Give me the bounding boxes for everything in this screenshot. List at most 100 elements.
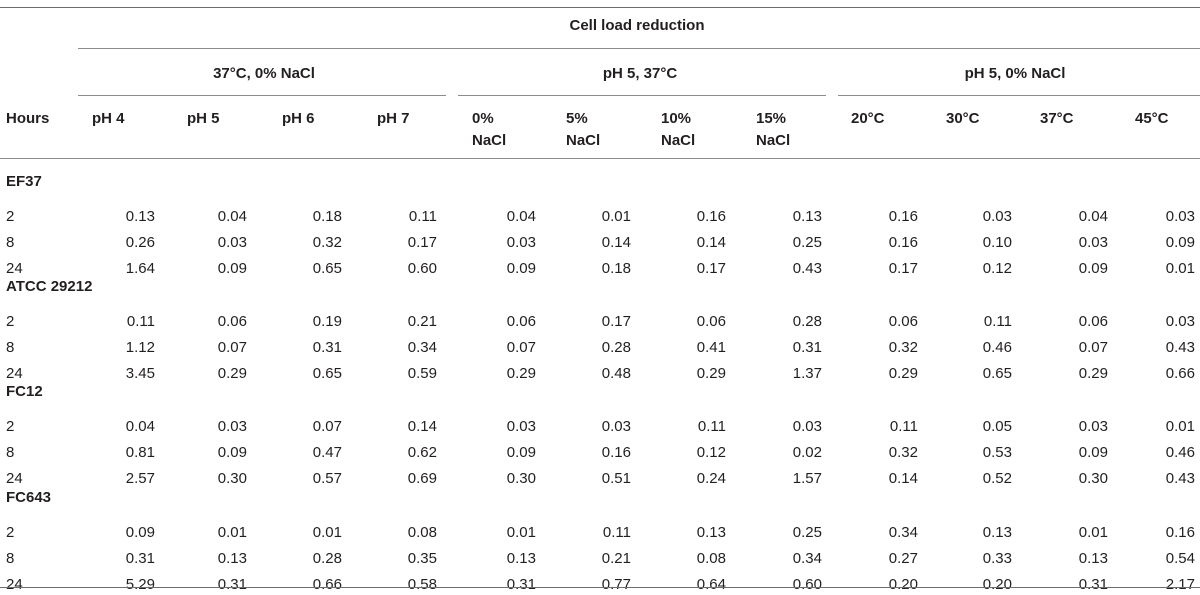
value-cell: 0.16 (696, 208, 726, 225)
value-cell: 0.29 (1078, 365, 1108, 382)
value-cell: 0.11 (408, 208, 437, 225)
value-cell: 0.04 (125, 418, 155, 435)
value-cell: 0.17 (696, 260, 726, 277)
value-cell: 0.65 (312, 365, 342, 382)
value-cell: 0.47 (312, 444, 342, 461)
value-cell: 0.14 (696, 234, 726, 251)
column-header-ph7: pH 7 (377, 110, 410, 127)
value-cell: 0.43 (1165, 470, 1195, 487)
value-cell: 0.09 (217, 444, 247, 461)
value-cell: 0.46 (982, 339, 1012, 356)
value-cell: 0.04 (1078, 208, 1108, 225)
value-cell: 0.66 (1165, 365, 1195, 382)
value-cell: 2.17 (1165, 576, 1195, 593)
value-cell: 0.60 (792, 576, 822, 593)
value-cell: 0.51 (601, 470, 631, 487)
value-cell: 0.24 (696, 470, 726, 487)
value-cell: 0.03 (1078, 418, 1108, 435)
value-cell: 0.07 (312, 418, 342, 435)
value-cell: 0.12 (696, 444, 726, 461)
value-cell: 0.07 (1078, 339, 1108, 356)
value-cell: 0.41 (696, 339, 726, 356)
group-rule-nacl (458, 95, 826, 96)
value-cell: 0.02 (792, 444, 822, 461)
value-cell: 0.19 (312, 313, 342, 330)
value-cell: 0.31 (217, 576, 247, 593)
value-cell: 0.30 (217, 470, 247, 487)
value-cell: 1.57 (792, 470, 822, 487)
strain-label: EF37 (6, 173, 42, 190)
value-cell: 0.11 (889, 418, 918, 435)
value-cell: 0.30 (1078, 470, 1108, 487)
hours-cell: 24 (6, 260, 23, 277)
value-cell: 0.32 (888, 339, 918, 356)
value-cell: 0.18 (312, 208, 342, 225)
value-cell: 0.29 (217, 365, 247, 382)
value-cell: 3.45 (125, 365, 155, 382)
value-cell: 0.11 (983, 313, 1012, 330)
value-cell: 0.07 (506, 339, 536, 356)
value-cell: 0.32 (888, 444, 918, 461)
value-cell: 0.35 (407, 550, 437, 567)
value-cell: 0.10 (982, 234, 1012, 251)
value-cell: 0.34 (407, 339, 437, 356)
value-cell: 0.59 (407, 365, 437, 382)
value-cell: 0.01 (506, 524, 536, 541)
value-cell: 0.09 (1078, 444, 1108, 461)
value-cell: 0.28 (792, 313, 822, 330)
value-cell: 0.08 (696, 550, 726, 567)
value-cell: 0.01 (217, 524, 247, 541)
value-cell: 0.06 (506, 313, 536, 330)
value-cell: 0.33 (982, 550, 1012, 567)
value-cell: 0.30 (506, 470, 536, 487)
value-cell: 0.66 (312, 576, 342, 593)
value-cell: 1.12 (125, 339, 155, 356)
value-cell: 0.13 (125, 208, 155, 225)
group-header-nacl: pH 5, 37°C (602, 65, 678, 82)
group-rule-temp (838, 95, 1200, 96)
value-cell: 0.13 (1078, 550, 1108, 567)
value-cell: 0.21 (407, 313, 437, 330)
value-cell: 0.07 (217, 339, 247, 356)
value-cell: 0.11 (602, 524, 631, 541)
value-cell: 0.03 (792, 418, 822, 435)
value-cell: 0.17 (601, 313, 631, 330)
strain-label: FC12 (6, 383, 43, 400)
value-cell: 0.20 (982, 576, 1012, 593)
value-cell: 0.04 (217, 208, 247, 225)
value-cell: 0.17 (888, 260, 918, 277)
value-cell: 0.04 (506, 208, 536, 225)
super-header-rule (78, 48, 1200, 49)
strain-label: ATCC 29212 (6, 278, 93, 295)
value-cell: 0.52 (982, 470, 1012, 487)
value-cell: 0.03 (217, 234, 247, 251)
value-cell: 0.09 (1165, 234, 1195, 251)
value-cell: 0.31 (506, 576, 536, 593)
value-cell: 0.28 (601, 339, 631, 356)
value-cell: 0.03 (1165, 313, 1195, 330)
column-header-t30: 30°C (946, 110, 980, 127)
value-cell: 0.81 (125, 444, 155, 461)
value-cell: 0.13 (696, 524, 726, 541)
header-bottom-rule (0, 158, 1200, 159)
value-cell: 0.25 (792, 234, 822, 251)
value-cell: 0.03 (506, 234, 536, 251)
column-header-ph4: pH 4 (92, 110, 125, 127)
value-cell: 1.37 (792, 365, 822, 382)
hours-cell: 2 (6, 208, 15, 225)
group-rule-ph (78, 95, 446, 96)
value-cell: 0.13 (217, 550, 247, 567)
value-cell: 0.27 (888, 550, 918, 567)
value-cell: 1.64 (125, 260, 155, 277)
value-cell: 0.31 (312, 339, 342, 356)
value-cell: 0.09 (506, 260, 536, 277)
hours-cell: 8 (6, 234, 15, 251)
value-cell: 0.08 (407, 524, 437, 541)
value-cell: 0.18 (601, 260, 631, 277)
value-cell: 0.01 (1078, 524, 1108, 541)
value-cell: 0.13 (506, 550, 536, 567)
value-cell: 0.64 (696, 576, 726, 593)
value-cell: 2.57 (125, 470, 155, 487)
hours-cell: 24 (6, 365, 23, 382)
